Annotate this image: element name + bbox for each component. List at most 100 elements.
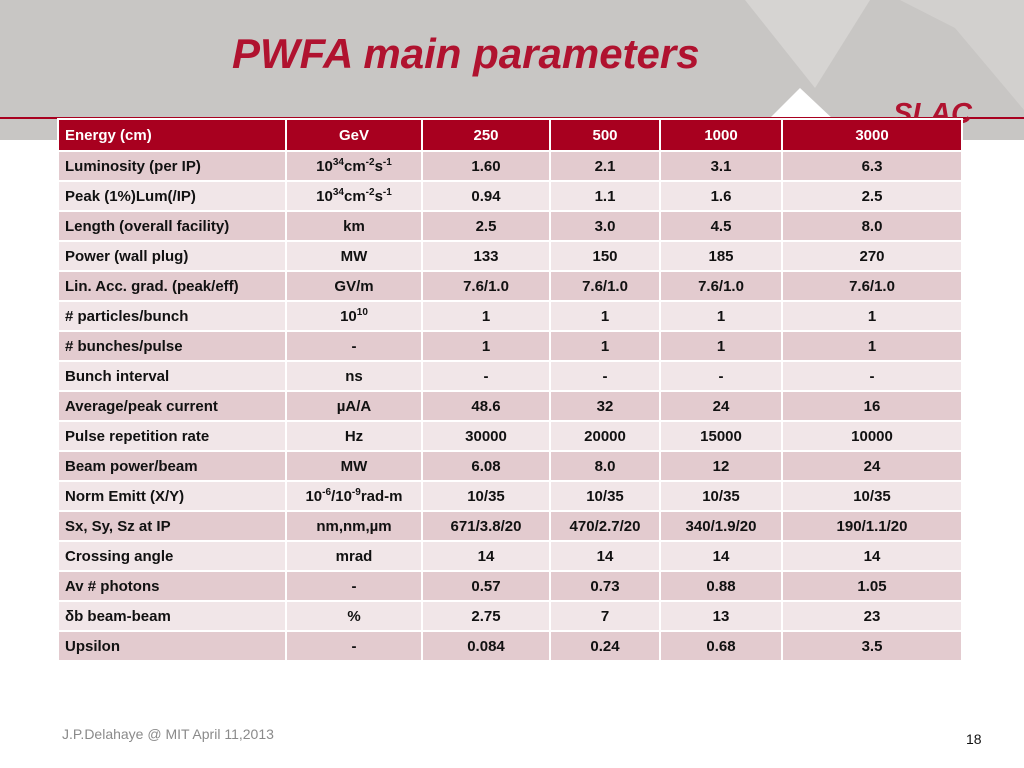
decor-triangle-right <box>900 0 1024 110</box>
value-cell: 1 <box>659 300 783 332</box>
table-row: Average/peak current µA/A 48.6 32 24 16 <box>57 390 963 422</box>
value-cell: 7.6/1.0 <box>549 270 661 302</box>
value-cell: 1.1 <box>549 180 661 212</box>
unit-text: 10 <box>305 487 323 505</box>
table-row: Lin. Acc. grad. (peak/eff) GV/m 7.6/1.0 7.6… <box>57 270 963 302</box>
row-unit: 10-6/10-9rad-m <box>285 480 423 512</box>
value-cell: 24 <box>659 390 783 422</box>
value-cell: 1 <box>421 300 551 332</box>
row-unit: nm,nm,µm <box>285 510 423 542</box>
unit-exponent: 34 <box>332 156 344 168</box>
value-cell: 24 <box>781 450 963 482</box>
value-cell: - <box>781 360 963 392</box>
table-header-row: Energy (cm) GeV 250 500 1000 3000 <box>57 118 963 152</box>
value-cell: 7 <box>549 600 661 632</box>
table-row: Length (overall facility) km 2.5 3.0 4.5 8.0 <box>57 210 963 242</box>
value-cell: 0.94 <box>421 180 551 212</box>
row-label: Beam power/beam <box>57 450 287 482</box>
table-row: Pulse repetition rate Hz 30000 20000 15000 10… <box>57 420 963 452</box>
value-cell: 1 <box>549 330 661 362</box>
unit-text: MW <box>340 247 368 265</box>
value-cell: 190/1.1/20 <box>781 510 963 542</box>
value-cell: 32 <box>549 390 661 422</box>
value-cell: 1 <box>421 330 551 362</box>
value-cell: 13 <box>659 600 783 632</box>
value-cell: 3.1 <box>659 150 783 182</box>
table-row: Luminosity (per IP) 1034cm-2s-1 1.60 2.1 3.1… <box>57 150 963 182</box>
row-label: Luminosity (per IP) <box>57 150 287 182</box>
value-cell: 12 <box>659 450 783 482</box>
row-unit: 1034cm-2s-1 <box>285 150 423 182</box>
value-cell: 340/1.9/20 <box>659 510 783 542</box>
row-unit: MW <box>285 240 423 272</box>
unit-text: rad-m <box>360 487 403 505</box>
value-cell: 14 <box>421 540 551 572</box>
table-row: Power (wall plug) MW 133 150 185 270 <box>57 240 963 272</box>
unit-exponent: 34 <box>332 186 344 198</box>
value-cell: 1.60 <box>421 150 551 182</box>
value-cell: 10/35 <box>421 480 551 512</box>
value-cell: 23 <box>781 600 963 632</box>
unit-text: % <box>347 607 361 625</box>
value-cell: 10/35 <box>549 480 661 512</box>
table-row: Sx, Sy, Sz at IP nm,nm,µm 671/3.8/20 470/2.… <box>57 510 963 542</box>
header-cell: 250 <box>421 118 551 152</box>
parameters-table: Energy (cm) GeV 250 500 1000 3000 Lumino… <box>57 118 963 662</box>
row-unit: - <box>285 330 423 362</box>
row-label: Length (overall facility) <box>57 210 287 242</box>
value-cell: - <box>659 360 783 392</box>
unit-text: 10 <box>316 187 333 205</box>
row-label: Pulse repetition rate <box>57 420 287 452</box>
row-label: Av # photons <box>57 570 287 602</box>
value-cell: 7.6/1.0 <box>781 270 963 302</box>
value-cell: 4.5 <box>659 210 783 242</box>
row-unit: GV/m <box>285 270 423 302</box>
page-number: 18 <box>966 731 982 747</box>
value-cell: 1 <box>659 330 783 362</box>
unit-text: - <box>351 637 357 655</box>
row-unit: 1010 <box>285 300 423 332</box>
value-cell: 1 <box>781 330 963 362</box>
row-unit: - <box>285 570 423 602</box>
unit-text: km <box>343 217 365 235</box>
table-row: δb beam-beam% 2.75 7 13 23 <box>57 600 963 632</box>
row-label: # bunches/pulse <box>57 330 287 362</box>
value-cell: 30000 <box>421 420 551 452</box>
row-label: Lin. Acc. grad. (peak/eff) <box>57 270 287 302</box>
value-cell: 270 <box>781 240 963 272</box>
unit-text: /10 <box>331 487 352 505</box>
row-label: Average/peak current <box>57 390 287 422</box>
row-label: Power (wall plug) <box>57 240 287 272</box>
value-cell: 8.0 <box>781 210 963 242</box>
value-cell: - <box>421 360 551 392</box>
header-cell: 3000 <box>781 118 963 152</box>
row-unit: Hz <box>285 420 423 452</box>
decor-triangle-top <box>745 0 870 88</box>
table-row: Crossing angle mrad 14 14 14 14 <box>57 540 963 572</box>
table-body: Luminosity (per IP) 1034cm-2s-1 1.60 2.1 3.1… <box>57 150 963 662</box>
value-cell: - <box>549 360 661 392</box>
unit-text: Hz <box>344 427 364 445</box>
unit-exponent: -2 <box>365 186 375 198</box>
row-label: Upsilon <box>57 630 287 662</box>
slide-title: PWFA main parameters <box>232 30 700 77</box>
value-cell: 150 <box>549 240 661 272</box>
value-cell: 3.5 <box>781 630 963 662</box>
value-cell: 3.0 <box>549 210 661 242</box>
table-row: Peak (1%)Lum(/IP) 1034cm-2s-1 0.94 1.1 1.6 2.… <box>57 180 963 212</box>
unit-text: mrad <box>335 547 373 565</box>
unit-text: cm <box>343 157 366 175</box>
value-cell: 10/35 <box>781 480 963 512</box>
value-cell: 2.5 <box>781 180 963 212</box>
unit-text: - <box>351 337 357 355</box>
value-cell: 10/35 <box>659 480 783 512</box>
unit-exponent: -1 <box>382 186 392 198</box>
unit-text: 10 <box>316 157 333 175</box>
table-row: Bunch interval ns - - - - <box>57 360 963 392</box>
value-cell: 1.6 <box>659 180 783 212</box>
value-cell: 470/2.7/20 <box>549 510 661 542</box>
unit-exponent: -9 <box>351 486 361 498</box>
value-cell: 6.3 <box>781 150 963 182</box>
row-unit: - <box>285 630 423 662</box>
unit-text: 10 <box>340 307 357 325</box>
